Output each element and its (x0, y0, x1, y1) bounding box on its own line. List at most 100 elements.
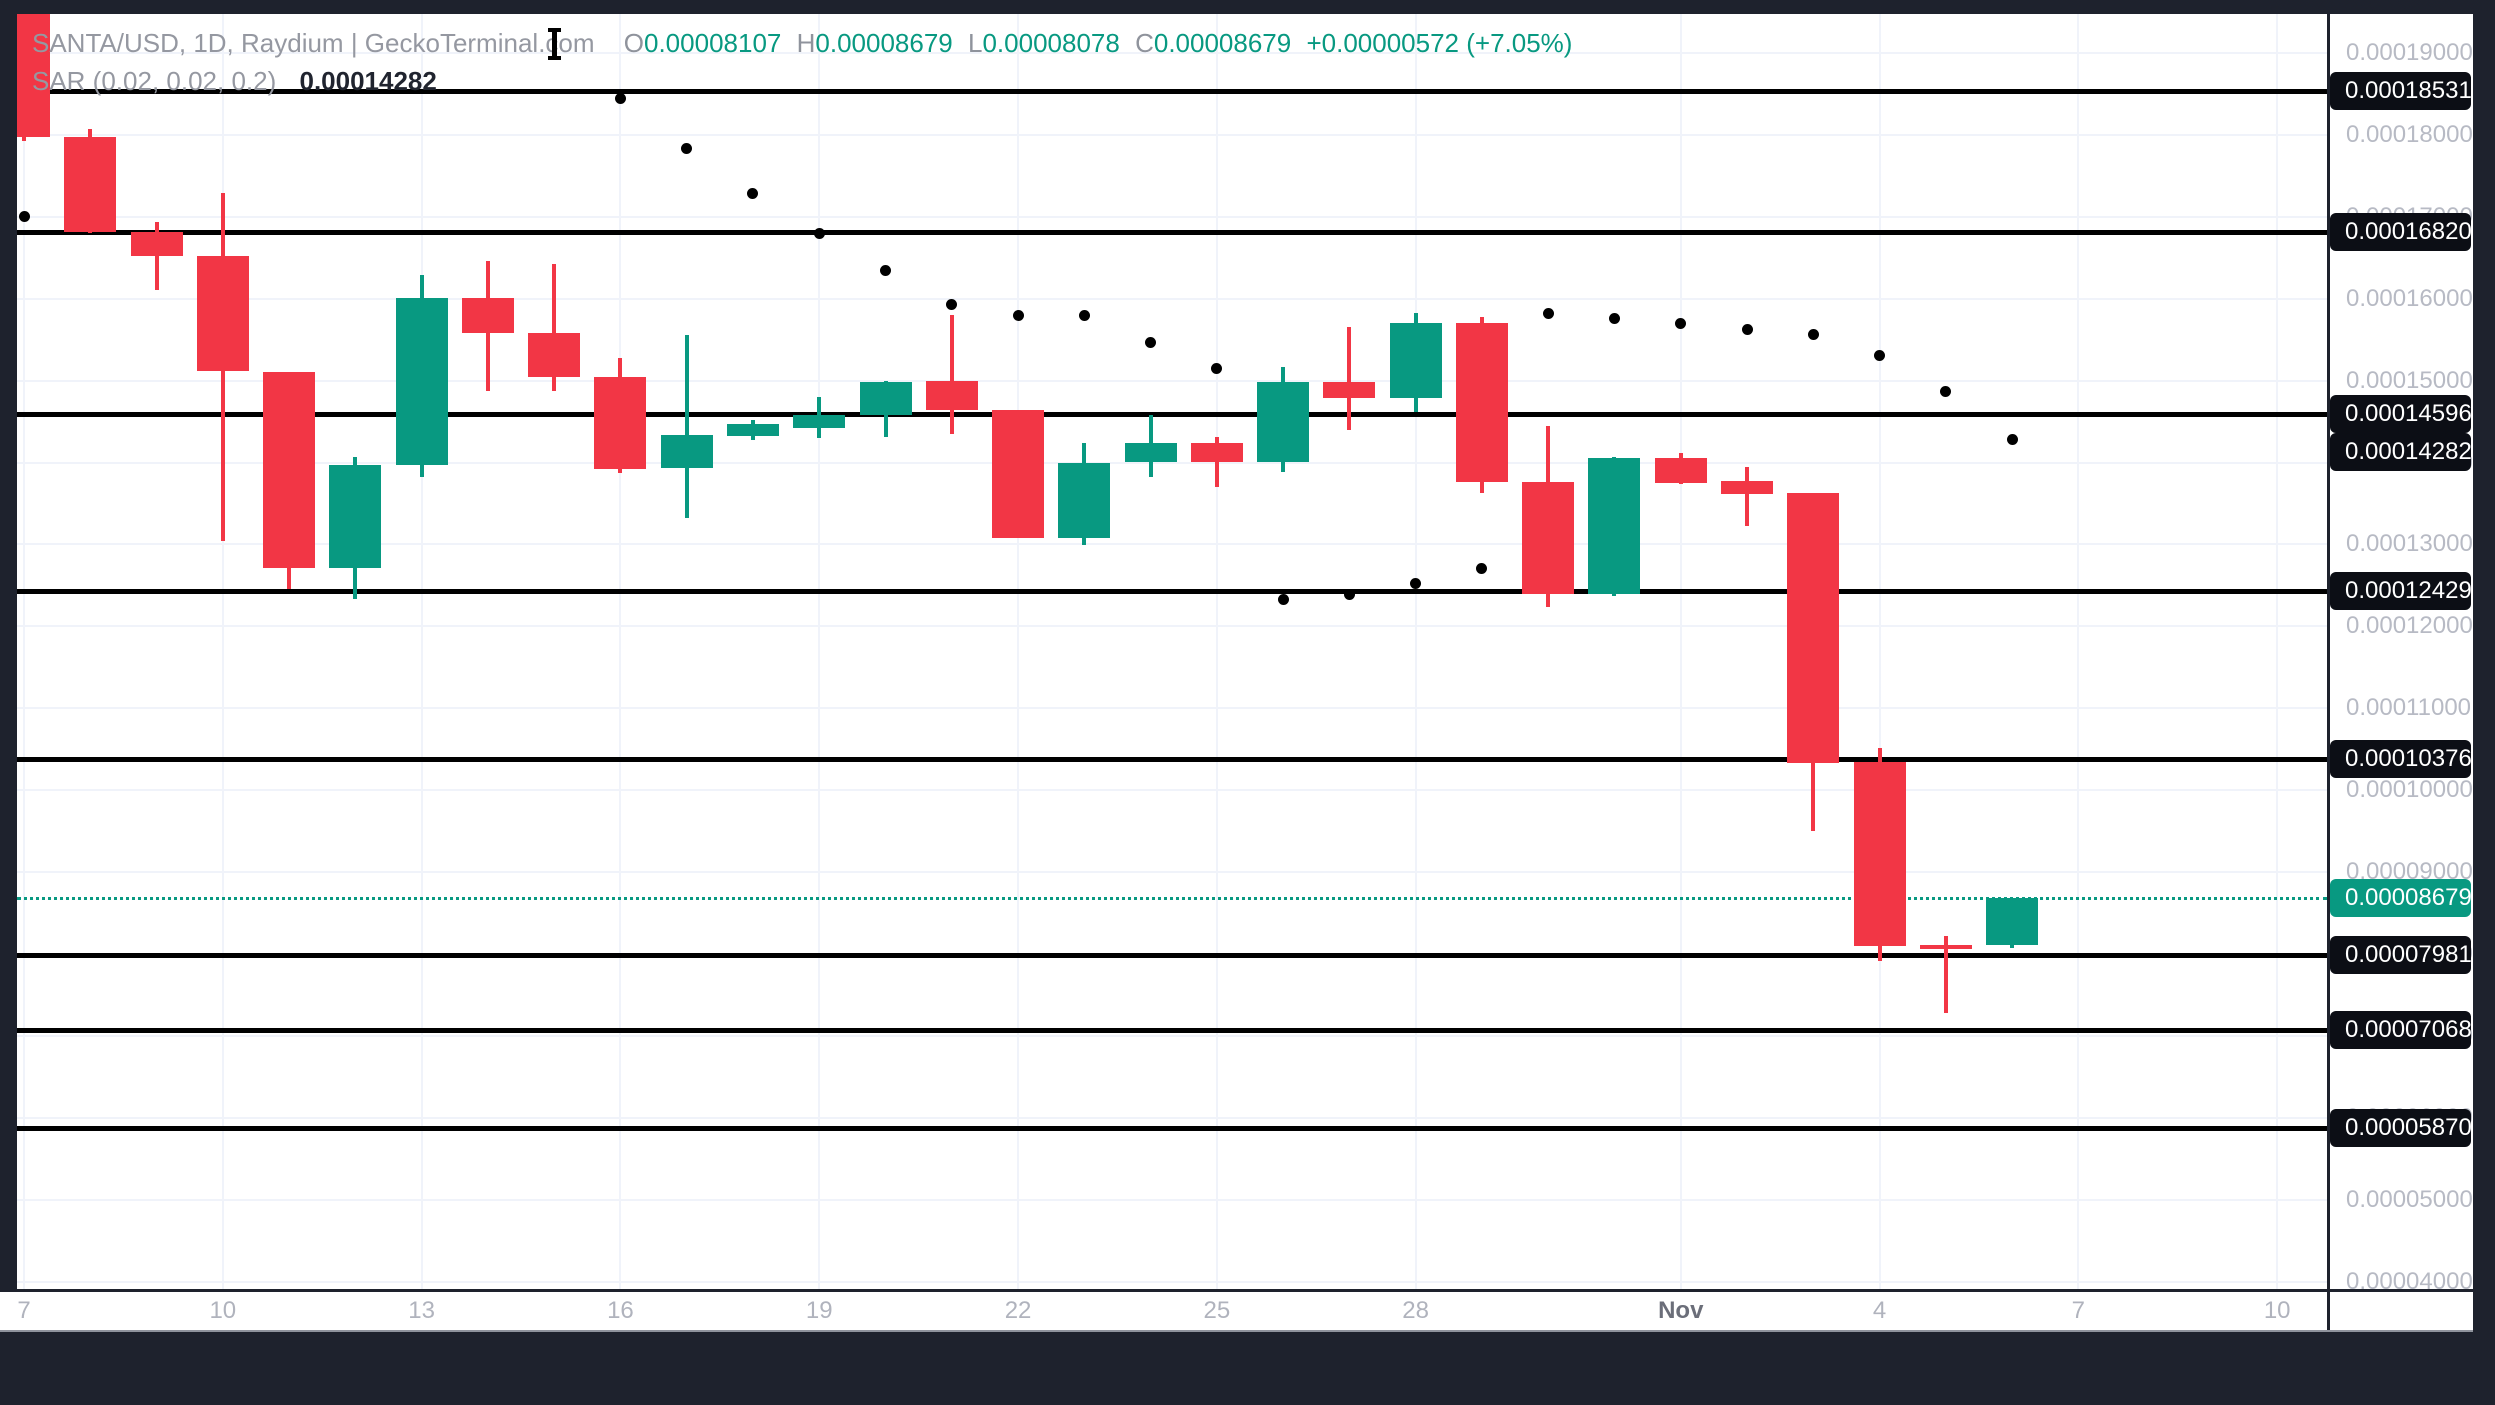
time-gridline (1215, 14, 1218, 1289)
sar-dot (681, 143, 693, 155)
low-label: L (968, 28, 983, 58)
horizontal-level-line[interactable] (17, 89, 2327, 95)
current-price-line (17, 897, 2327, 901)
price-scale[interactable]: 0.000190000.000180000.000170000.00016000… (2330, 14, 2473, 1289)
level-badge: 0.00010376 (2330, 740, 2472, 779)
time-tick-label: 16 (607, 1297, 634, 1324)
level-badge: 0.00016820 (2330, 212, 2472, 251)
level-badge: 0.00018531 (2330, 72, 2472, 111)
candle (1853, 762, 1906, 946)
price-gridline (17, 789, 2327, 792)
candle-wick (552, 264, 557, 392)
price-gridline (17, 1198, 2327, 1201)
candle (528, 333, 581, 378)
time-gridline (818, 14, 821, 1289)
footer-bar: TradingView (0, 1332, 2495, 1405)
indicator-legend-row[interactable]: SAR (0.02, 0.02, 0.2) 0.00014282 (32, 62, 1572, 100)
price-tick-label: 0.00015000 (2346, 366, 2473, 394)
level-badge: 0.00005870 (2330, 1109, 2472, 1148)
level-badge: 0.00012429 (2330, 572, 2472, 611)
high-value: 0.00008679 (815, 28, 953, 58)
time-tick-label: 22 (1004, 1297, 1032, 1324)
candle (1389, 323, 1442, 398)
price-gridline (17, 215, 2327, 218)
price-tick-label: 0.00018000 (2346, 120, 2473, 148)
chart-plot-area[interactable] (17, 14, 2327, 1289)
horizontal-level-line[interactable] (17, 1126, 2327, 1132)
horizontal-level-line[interactable] (17, 757, 2327, 763)
sar-indicator-value: 0.00014282 (299, 66, 437, 96)
sar-dot (1542, 307, 1554, 319)
sar-indicator-title: SAR (0.02, 0.02, 0.2) (32, 66, 277, 96)
sar-dot (880, 265, 891, 277)
horizontal-level-line[interactable] (17, 229, 2327, 235)
close-label: C (1135, 28, 1154, 58)
sar-dot (1078, 309, 1090, 321)
time-tick-label: 19 (805, 1297, 833, 1324)
time-scale[interactable]: 7 10 13 16 19 22 25 28 Nov 4 7 10 (0, 1292, 2473, 1332)
price-gridline (17, 1280, 2327, 1283)
candle (992, 410, 1045, 538)
sar-dot (18, 211, 30, 223)
sar-dot (1874, 349, 1886, 361)
sar-dot (946, 298, 958, 310)
pane-separator (2327, 14, 2330, 1330)
time-tick-label: 13 (408, 1297, 435, 1324)
time-gridline (1878, 14, 1881, 1289)
time-gridline (1679, 14, 1682, 1289)
candle (1654, 458, 1707, 483)
horizontal-level-line[interactable] (17, 953, 2327, 959)
sar-dot (1343, 588, 1355, 600)
time-gridline (1414, 14, 1417, 1289)
time-tick-label: 10 (209, 1297, 237, 1324)
text-cursor-icon (548, 28, 561, 60)
horizontal-level-line[interactable] (17, 411, 2327, 417)
price-tick-label: 0.00010000 (2346, 776, 2473, 804)
current-price-badge: 0.00008679 (2330, 879, 2472, 918)
time-gridline (619, 14, 622, 1289)
time-gridline (1017, 14, 1020, 1289)
price-gridline (17, 543, 2327, 546)
open-label: O (623, 28, 644, 58)
candle (1257, 382, 1310, 463)
horizontal-level-line[interactable] (17, 1028, 2327, 1034)
level-badge: 0.00014596 (2330, 394, 2472, 433)
candle (329, 464, 382, 569)
price-tick-label: 0.00013000 (2346, 530, 2473, 558)
candle (130, 232, 183, 257)
price-tick-label: 0.00016000 (2346, 284, 2473, 312)
horizontal-level-line[interactable] (17, 589, 2327, 595)
close-value: 0.00008679 (1153, 28, 1292, 58)
candle (1522, 482, 1575, 595)
level-badge: 0.00007068 (2330, 1011, 2472, 1050)
sar-dot (813, 227, 825, 239)
candle (1124, 442, 1177, 463)
symbol-title: SANTA/USD, 1D, Raydium | GeckoTerminal.c… (32, 28, 595, 58)
candle (1190, 442, 1243, 463)
sar-dot (614, 93, 626, 105)
sar-dot (1012, 309, 1024, 321)
candle (64, 137, 117, 233)
candle (660, 435, 713, 469)
price-gridline (17, 871, 2327, 873)
time-tick-label: 10 (2263, 1297, 2291, 1324)
candle-wick (684, 334, 689, 519)
symbol-legend-row[interactable]: SANTA/USD, 1D, Raydium | GeckoTerminal.c… (32, 24, 1572, 62)
time-tick-label: Nov (1658, 1297, 1704, 1324)
price-tick-label: 0.00019000 (2346, 39, 2473, 66)
chart-legend: SANTA/USD, 1D, Raydium | GeckoTerminal.c… (32, 24, 1572, 100)
price-gridline (17, 297, 2327, 300)
sar-dot (1410, 578, 1422, 590)
candle (395, 297, 448, 465)
price-tick-label: 0.00005000 (2346, 1185, 2473, 1213)
sar-dot (1675, 317, 1687, 329)
sar-dot (1741, 324, 1753, 336)
candle (1323, 382, 1376, 398)
price-gridline (17, 707, 2327, 710)
candle (1787, 492, 1840, 764)
candle (263, 371, 316, 569)
time-gridline (2077, 14, 2080, 1289)
sar-dot (1807, 329, 1819, 341)
low-value: 0.00008078 (982, 28, 1120, 58)
